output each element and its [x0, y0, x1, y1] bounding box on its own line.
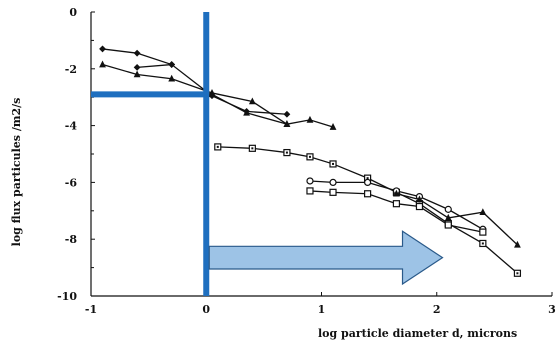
y-tick-label: -8	[65, 233, 78, 246]
circle-marker	[444, 205, 452, 213]
axes: -1 0 1 2 30-2-4-6-8-10	[57, 6, 556, 316]
square-dot-center	[366, 177, 369, 180]
square-marker	[306, 187, 314, 195]
triangle-marker	[479, 208, 487, 216]
y-tick-label: -4	[65, 120, 78, 133]
series-7	[393, 189, 521, 248]
triangle-marker	[444, 213, 452, 221]
circle-marker	[364, 178, 372, 186]
triangle-marker	[99, 60, 106, 68]
x-axis-label: log particle diameter d, microns	[318, 327, 517, 340]
square-dot-center	[332, 162, 335, 165]
square-dot-center	[516, 272, 519, 275]
triangle-marker	[514, 240, 521, 248]
triangle-marker	[133, 70, 141, 78]
annotation-layer	[91, 12, 444, 296]
y-tick-label: -6	[65, 176, 78, 189]
series-line	[309, 190, 483, 233]
square-dot-center	[308, 155, 311, 158]
x-tick-label: -1	[85, 303, 97, 316]
triangle-marker	[283, 120, 291, 127]
right-arrow-annotation	[208, 230, 444, 286]
square-dot-center	[481, 242, 484, 245]
triangle-marker	[329, 123, 337, 130]
series-line	[102, 63, 334, 128]
y-tick-label: -10	[57, 290, 77, 303]
circle-marker	[306, 177, 314, 185]
square-dot-center	[216, 145, 219, 148]
series-line	[211, 93, 288, 125]
triangle-marker	[306, 115, 314, 123]
diamond-marker	[99, 45, 106, 53]
series-2	[133, 61, 176, 71]
triangle-marker	[168, 74, 176, 82]
triangle-marker	[243, 108, 250, 116]
y-tick-label: -2	[65, 63, 77, 76]
triangle-marker	[208, 90, 216, 98]
series-line	[102, 48, 287, 115]
square-marker	[479, 228, 487, 236]
square-marker	[392, 200, 401, 208]
square-marker	[329, 188, 337, 196]
y-tick-label: 0	[69, 6, 77, 19]
y-axis-label: log flux particules /m2/s	[10, 98, 23, 247]
diamond-marker	[168, 61, 176, 68]
square-marker	[364, 190, 372, 198]
x-tick-label: 3	[548, 303, 556, 316]
x-tick-label: 1	[318, 303, 326, 316]
triangle-marker	[416, 195, 423, 203]
x-tick-label: 2	[433, 303, 441, 316]
square-marker	[444, 221, 452, 229]
triangle-marker	[248, 97, 256, 105]
series-layer	[99, 45, 522, 277]
square-dot-center	[251, 147, 254, 150]
diamond-marker	[133, 49, 141, 57]
triangle-marker	[393, 189, 400, 197]
diamond-marker	[283, 110, 291, 118]
labels-layer: log particle diameter d, microns log flu…	[10, 98, 517, 340]
series-6	[306, 187, 487, 236]
square-marker	[415, 202, 424, 211]
circle-marker	[329, 178, 337, 186]
square-dot-center	[285, 151, 288, 154]
series-3	[208, 90, 291, 127]
diamond-marker	[133, 63, 141, 71]
x-tick-label: 0	[202, 303, 210, 316]
series-line	[137, 63, 172, 69]
